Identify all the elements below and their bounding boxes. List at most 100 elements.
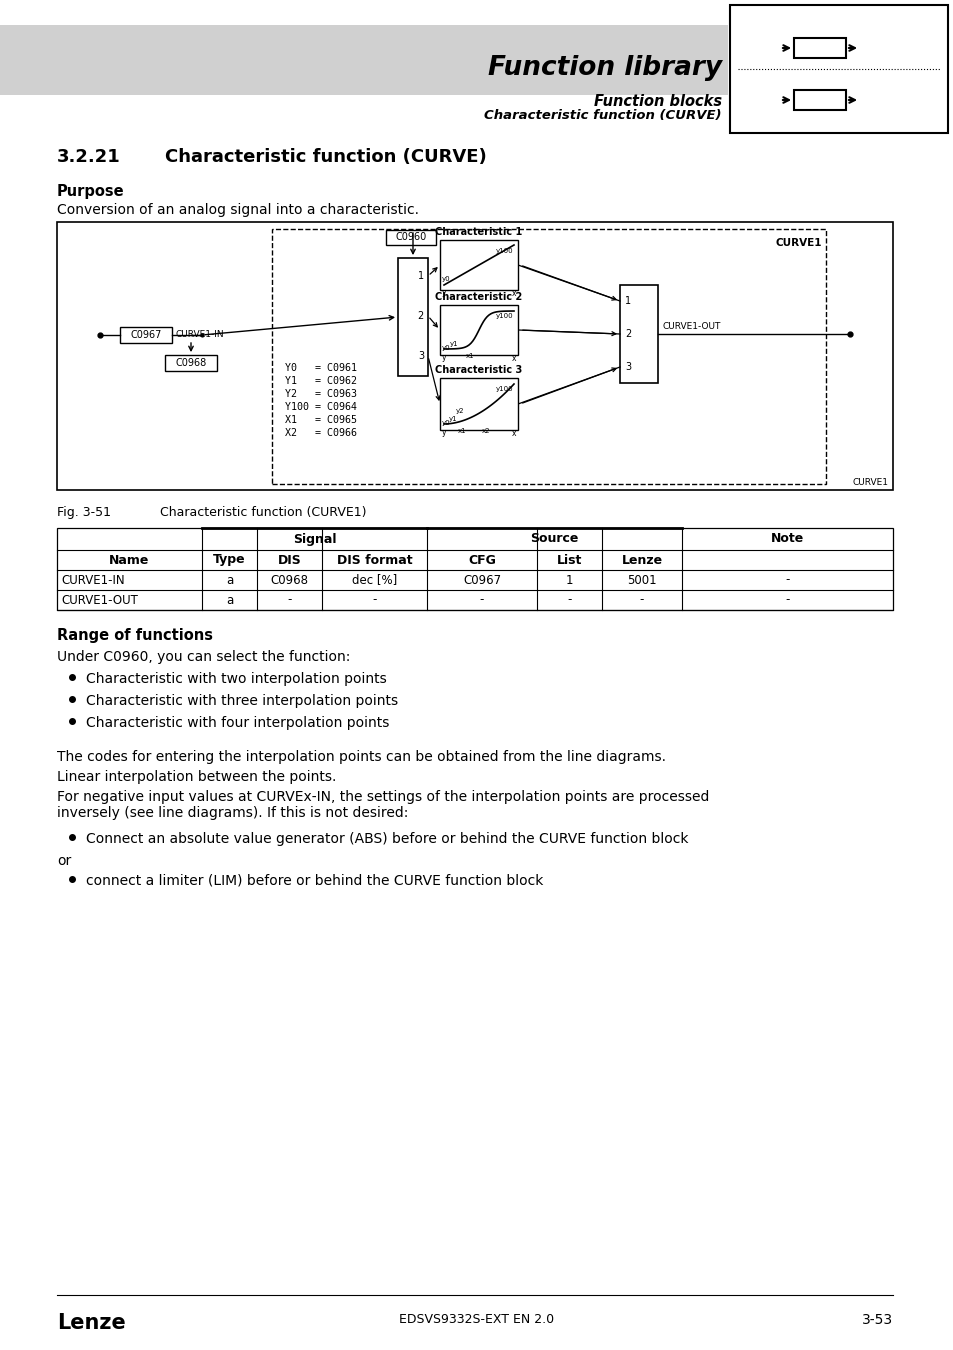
Text: Lenze: Lenze [620,554,662,567]
Text: C0968: C0968 [175,358,207,369]
Text: y2: y2 [456,408,464,414]
Text: Linear interpolation between the points.: Linear interpolation between the points. [57,769,336,784]
Text: x1: x1 [457,428,466,433]
Text: y: y [441,428,446,437]
Text: a: a [226,594,233,606]
Text: Characteristic with two interpolation points: Characteristic with two interpolation po… [86,672,386,686]
Bar [439,240,517,290]
Text: CURVE1: CURVE1 [852,478,888,487]
Text: CFG: CFG [468,554,496,567]
Text: 3: 3 [624,362,631,373]
Text: DIS format: DIS format [336,554,412,567]
Text: y0: y0 [441,346,450,351]
Text: -: - [372,594,376,606]
Text: Characteristic 3: Characteristic 3 [435,364,522,375]
Text: Note: Note [770,532,803,545]
Text: EDSVS9332S-EXT EN 2.0: EDSVS9332S-EXT EN 2.0 [399,1314,554,1326]
Text: Y2   = C0963: Y2 = C0963 [285,389,356,400]
Text: or: or [57,855,71,868]
Text: C0960: C0960 [395,232,426,242]
Text: DIS: DIS [277,554,301,567]
Text: Characteristic with four interpolation points: Characteristic with four interpolation p… [86,716,389,730]
Text: For negative input values at CURVEx-IN, the settings of the interpolation points: For negative input values at CURVEx-IN, … [57,790,709,821]
Text: CURVE1: CURVE1 [775,238,821,248]
Text: Characteristic function (CURVE1): Characteristic function (CURVE1) [160,506,366,518]
Bar [439,378,517,431]
Text: a: a [226,574,233,586]
Text: C0968: C0968 [271,574,308,586]
Bar [729,5,947,134]
Text: Characteristic 1: Characteristic 1 [435,227,522,238]
Text: x: x [511,429,516,437]
Text: CURVE1-IN: CURVE1-IN [175,329,224,339]
Text: x1: x1 [465,352,474,359]
Text: Name: Name [110,554,150,567]
Text: connect a limiter (LIM) before or behind the CURVE function block: connect a limiter (LIM) before or behind… [86,873,543,888]
Text: C0967: C0967 [462,574,500,586]
Text: x: x [511,354,516,363]
Text: 2: 2 [417,310,423,321]
Text: dec [%]: dec [%] [352,574,396,586]
Text: -: - [784,594,789,606]
Text: Purpose: Purpose [57,184,125,198]
Bar [439,305,517,355]
Text: x: x [511,289,516,298]
Bar [619,285,658,383]
Text: -: - [639,594,643,606]
Text: y0: y0 [441,420,450,427]
Text: Y100 = C0964: Y100 = C0964 [285,402,356,412]
Text: y1: y1 [450,342,458,347]
Text: Under C0960, you can select the function:: Under C0960, you can select the function… [57,649,350,664]
Bar [397,258,428,377]
Text: y100: y100 [496,248,513,254]
Bar [57,221,892,490]
Bar [272,230,825,485]
Text: 3.2.21: 3.2.21 [57,148,121,166]
Text: Conversion of an analog signal into a characteristic.: Conversion of an analog signal into a ch… [57,202,418,217]
Text: 3: 3 [417,351,423,360]
Text: C0967: C0967 [131,329,161,340]
Text: Function blocks: Function blocks [594,95,721,109]
Text: y: y [441,288,446,297]
Bar [120,327,172,343]
Text: X2   = C0966: X2 = C0966 [285,428,356,437]
Text: Function library: Function library [487,55,721,81]
Text: Range of functions: Range of functions [57,628,213,643]
Text: 1: 1 [624,296,631,306]
Text: CURVE1-IN: CURVE1-IN [61,574,125,586]
Text: y0: y0 [441,275,450,282]
Bar [57,528,892,610]
Text: 1: 1 [565,574,573,586]
Text: -: - [479,594,484,606]
Text: Type: Type [213,554,246,567]
Text: Y0   = C0961: Y0 = C0961 [285,363,356,373]
Text: CURVE1-OUT: CURVE1-OUT [61,594,138,606]
Text: Fig. 3-51: Fig. 3-51 [57,506,111,518]
Text: y1: y1 [449,416,457,423]
Text: 3-53: 3-53 [861,1314,892,1327]
Text: CURVE1-OUT: CURVE1-OUT [662,323,720,331]
Text: -: - [784,574,789,586]
Text: -: - [567,594,571,606]
Text: y100: y100 [496,313,513,319]
Text: Connect an absolute value generator (ABS) before or behind the CURVE function bl: Connect an absolute value generator (ABS… [86,832,688,846]
Text: List: List [557,554,581,567]
Text: y: y [441,352,446,362]
Text: X1   = C0965: X1 = C0965 [285,414,356,425]
Text: Lenze: Lenze [57,1314,126,1332]
Text: Signal: Signal [293,532,335,545]
Text: Source: Source [530,532,578,545]
Text: 2: 2 [624,329,631,339]
Text: -: - [287,594,292,606]
Text: Y1   = C0962: Y1 = C0962 [285,377,356,386]
Text: The codes for entering the interpolation points can be obtained from the line di: The codes for entering the interpolation… [57,751,665,764]
Text: Characteristic with three interpolation points: Characteristic with three interpolation … [86,694,397,707]
Text: x2: x2 [481,428,490,433]
Bar [793,90,845,109]
Bar [793,38,845,58]
Bar [386,230,436,244]
Text: y100: y100 [496,386,513,391]
Text: Characteristic 2: Characteristic 2 [435,292,522,302]
Bar [0,26,727,94]
Text: 1: 1 [417,271,423,281]
